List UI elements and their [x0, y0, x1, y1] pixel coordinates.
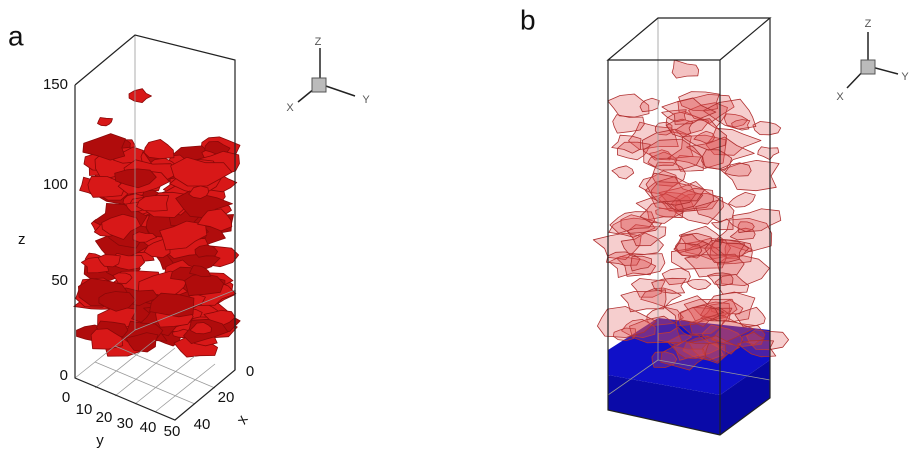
triad-label: X [286, 102, 294, 114]
tick-label: 30 [117, 415, 134, 432]
tick-label: 20 [96, 409, 113, 426]
orientation-triad [847, 32, 898, 88]
isosurface-a [74, 89, 240, 357]
isosurface-blob [144, 139, 174, 158]
triad-cube [312, 78, 326, 92]
isosurface-blob [613, 115, 645, 134]
isosurface-blob [646, 173, 705, 202]
orientation-triad [298, 48, 355, 102]
triad-cube [861, 60, 875, 74]
tick-label: 40 [194, 416, 211, 433]
axis-title: x [233, 412, 252, 427]
grid-line [135, 356, 195, 404]
isosurface-b [593, 60, 788, 370]
axis-title: y [96, 432, 104, 449]
isosurface-blob [672, 60, 699, 78]
tick-label: 100 [43, 176, 68, 193]
isosurface-blob [687, 279, 711, 289]
tick-label: 50 [51, 272, 68, 289]
isosurface-blob [129, 89, 152, 103]
tick-label: 0 [246, 363, 254, 380]
isosurface-blob [729, 192, 756, 207]
isosurface-blob [640, 98, 659, 112]
isosurface-blob [185, 274, 224, 296]
tick-label: 0 [60, 367, 68, 384]
triad-label: Z [865, 18, 872, 30]
panel-label: b [520, 4, 536, 35]
triad-label: X [836, 91, 844, 103]
figure: a z 150 100 50 0 0 10 20 30 40 50 y 0 20… [0, 0, 913, 453]
isosurface-blob [98, 118, 113, 126]
triad-label: Z [315, 36, 322, 48]
isosurface-blob [733, 209, 781, 232]
isosurface-blob [758, 147, 779, 160]
triad-label: Y [362, 94, 370, 106]
panel-label: a [8, 20, 24, 51]
triad-label: Y [901, 71, 909, 83]
tick-label: 20 [218, 389, 235, 406]
tick-label: 0 [62, 389, 70, 406]
tick-label: 10 [76, 401, 93, 418]
grid-line [155, 364, 215, 412]
isosurface-blob [753, 122, 781, 135]
tick-label: 150 [43, 76, 68, 93]
isosurface-blob [612, 166, 634, 179]
isosurface-blob [612, 135, 641, 153]
tick-label: 40 [140, 419, 157, 436]
box-edge [608, 18, 770, 60]
tick-label: 50 [164, 423, 181, 440]
axis-title: z [18, 231, 26, 248]
